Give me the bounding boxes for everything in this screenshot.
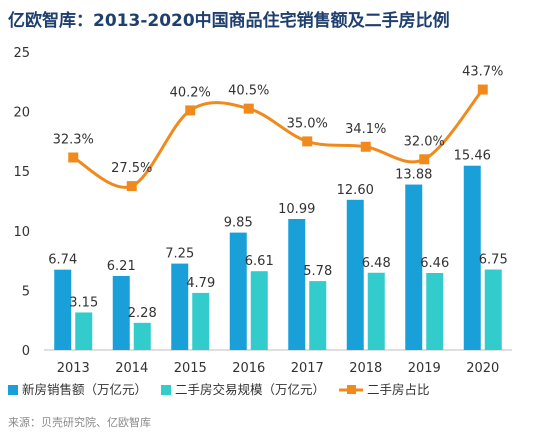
y-tick-label-2: 10 bbox=[13, 225, 30, 240]
x-tick-label-0: 2013 bbox=[57, 361, 90, 376]
x-tick-label-7: 2020 bbox=[466, 361, 499, 376]
x-tick-label-1: 2014 bbox=[115, 361, 148, 376]
bar-2-5 bbox=[367, 272, 385, 350]
y-tick-label-1: 5 bbox=[22, 284, 30, 299]
bar-label-2-3: 6.61 bbox=[245, 254, 274, 269]
bar-2-6 bbox=[426, 272, 444, 350]
line-point-0 bbox=[68, 152, 79, 163]
bar-2-1 bbox=[133, 322, 151, 350]
chart-title: 亿欧智库：2013-2020中国商品住宅销售额及二手房比例 bbox=[8, 11, 450, 31]
line-label-7: 43.7% bbox=[462, 65, 503, 80]
bar-label-2-4: 5.78 bbox=[303, 264, 332, 279]
line-point-5 bbox=[360, 141, 371, 152]
bar-label-1-5: 12.60 bbox=[337, 183, 374, 198]
bar-1-4 bbox=[288, 218, 306, 350]
y-tick-label-5: 25 bbox=[13, 46, 30, 61]
line-point-6 bbox=[419, 154, 430, 165]
legend-marker-2 bbox=[347, 385, 357, 394]
bar-label-1-2: 7.25 bbox=[165, 247, 194, 262]
y-tick-label-3: 15 bbox=[13, 165, 30, 180]
bar-label-1-7: 15.46 bbox=[454, 149, 491, 164]
x-tick-label-5: 2018 bbox=[349, 361, 382, 376]
bar-1-3 bbox=[229, 232, 247, 350]
line-label-1: 27.5% bbox=[111, 161, 152, 176]
line-label-3: 40.5% bbox=[228, 84, 269, 99]
x-tick-label-6: 2019 bbox=[408, 361, 441, 376]
y-tick-label-0: 0 bbox=[22, 344, 30, 359]
line-label-4: 35.0% bbox=[287, 116, 328, 131]
legend-label-1: 二手房交易规模（万亿元） bbox=[175, 382, 325, 397]
bar-1-0 bbox=[54, 269, 72, 350]
bar-label-1-1: 6.21 bbox=[107, 259, 136, 274]
bar-2-2 bbox=[192, 292, 210, 350]
line-point-3 bbox=[243, 103, 254, 114]
bar-label-1-4: 10.99 bbox=[278, 202, 315, 217]
line-point-4 bbox=[302, 136, 313, 147]
x-tick-label-4: 2017 bbox=[291, 361, 324, 376]
line-label-2: 40.2% bbox=[170, 85, 211, 100]
bar-1-1 bbox=[112, 275, 130, 350]
line-point-2 bbox=[185, 105, 196, 116]
bar-1-6 bbox=[405, 184, 423, 350]
bar-1-5 bbox=[346, 199, 364, 350]
legend-swatch-0 bbox=[8, 385, 18, 395]
line-point-1 bbox=[126, 181, 137, 192]
bar-2-0 bbox=[75, 312, 93, 350]
bar-label-2-7: 6.75 bbox=[479, 253, 508, 268]
x-tick-label-3: 2016 bbox=[232, 361, 265, 376]
bar-label-1-6: 13.88 bbox=[395, 168, 432, 183]
bar-label-2-6: 6.46 bbox=[420, 256, 449, 271]
bar-label-2-2: 4.79 bbox=[186, 276, 215, 291]
y-tick-label-4: 20 bbox=[13, 106, 30, 121]
chart-source: 来源：贝壳研究院、亿欧智库 bbox=[8, 416, 151, 429]
bar-label-1-0: 6.74 bbox=[48, 253, 77, 268]
legend-label-2: 二手房占比 bbox=[367, 382, 430, 397]
bar-label-2-0: 3.15 bbox=[69, 295, 98, 310]
bar-2-3 bbox=[250, 271, 268, 350]
line-label-5: 34.1% bbox=[345, 122, 386, 137]
bar-2-7 bbox=[484, 269, 502, 350]
legend-swatch-1 bbox=[161, 385, 172, 395]
bar-label-2-5: 6.48 bbox=[362, 256, 391, 271]
bar-label-2-1: 2.28 bbox=[128, 306, 157, 321]
bar-2-4 bbox=[309, 281, 327, 350]
bar-1-7 bbox=[463, 165, 481, 350]
bar-1-2 bbox=[171, 263, 189, 350]
line-point-7 bbox=[477, 84, 488, 95]
x-tick-label-2: 2015 bbox=[174, 361, 207, 376]
bar-label-1-3: 9.85 bbox=[224, 216, 253, 231]
line-label-0: 32.3% bbox=[53, 132, 94, 147]
line-label-6: 32.0% bbox=[404, 134, 445, 149]
legend-label-0: 新房销售额（万亿元） bbox=[22, 382, 147, 397]
